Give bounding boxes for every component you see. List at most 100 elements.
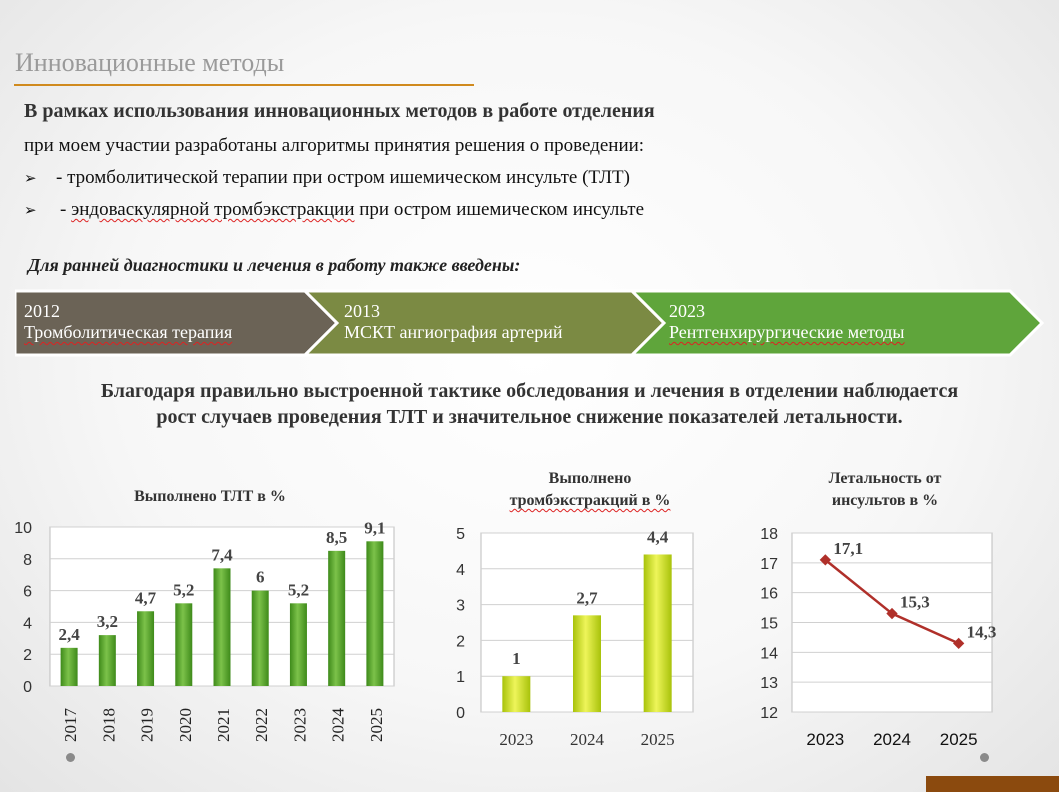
timeline-label: Рентгенхирургические методы (669, 322, 905, 342)
timeline-arrow-3 (628, 289, 1045, 357)
chart3-value-label: 17,1 (833, 539, 863, 558)
chart1-x-tick-label: 2022 (252, 708, 271, 742)
chart1-x-tick-label: 2020 (176, 708, 195, 742)
bullet-tlt: ➢ - тромболитической терапии при остром и… (24, 167, 630, 189)
chart1-value-label: 6 (256, 568, 265, 587)
chart3-title-line1: Летальность от (828, 470, 942, 487)
chart2-bar (573, 615, 601, 712)
chart1-bar (213, 568, 231, 686)
chart2-y-tick-label: 0 (456, 705, 465, 722)
chart3-title-line2: инсультов в % (831, 492, 939, 509)
chart2-x-tick-label: 2024 (570, 730, 605, 749)
chart1-x-tick-label: 2023 (290, 708, 309, 742)
chart2-bar (643, 554, 672, 712)
chart1-y-tick-label: 8 (23, 552, 32, 569)
chart1-marker-dot (66, 753, 75, 762)
chart2-value-label: 1 (512, 649, 521, 668)
chart3-point (819, 554, 831, 566)
summary-line-1: Благодаря правильно выстроенной тактике … (100, 380, 959, 402)
bullet-thrombectomy: ➢ - эндоваскулярной тромбэкстракции при о… (24, 199, 644, 221)
chart2-y-tick-label: 1 (456, 669, 465, 686)
chart1-y-tick-label: 6 (23, 584, 32, 601)
timeline-label: МСКТ ангиография артерий (344, 322, 563, 342)
timeline-item-2: 2013 МСКТ ангиография артерий (344, 301, 562, 343)
chart1-value-label: 4,7 (135, 588, 157, 607)
chart2-title: Выполнено тромбэкстракций в % (440, 468, 740, 512)
chart2-bar (502, 676, 531, 712)
timeline-year: 2012 (24, 301, 60, 321)
chart3-y-tick-label: 17 (760, 556, 778, 573)
chart1-bar (175, 603, 193, 686)
chart2-x-tick-label: 2025 (641, 730, 675, 749)
chart1-x-tick-label: 2019 (138, 708, 157, 742)
chart3-y-tick-label: 12 (760, 705, 778, 722)
chart1-y-tick-label: 2 (23, 647, 32, 664)
bullet-prefix: - (60, 199, 72, 220)
chart3-x-tick-label: 2025 (940, 730, 978, 749)
bullet-arrow-icon: ➢ (24, 201, 37, 219)
chart3-marker-dot (980, 753, 989, 762)
chart1-x-tick-label: 2018 (99, 708, 118, 742)
footer-accent-bar (926, 776, 1059, 792)
timeline-item-3: 2023 Рентгенхирургические методы (669, 301, 905, 343)
chart2-value-label: 4,4 (647, 527, 669, 546)
timeline-arrows (15, 289, 1045, 357)
chart2-y-tick-label: 3 (456, 598, 465, 615)
chart1-value-label: 9,1 (364, 518, 385, 537)
chart1-value-label: 3,2 (97, 612, 118, 631)
timeline-label: Тромболитическая терапия (24, 322, 233, 342)
chart1-value-label: 7,4 (211, 545, 233, 564)
chart1-y-tick-label: 4 (23, 615, 32, 632)
chart3-x-tick-label: 2023 (806, 730, 844, 749)
chart1-bar (60, 647, 78, 686)
chart2-title-line2: тромбэкстракций в % (509, 492, 671, 509)
chart2-y-tick-label: 5 (456, 526, 465, 543)
chart3-point (953, 637, 965, 650)
chart1-bar (289, 603, 307, 686)
chart1-value-label: 5,2 (288, 580, 309, 599)
chart3-y-tick-label: 15 (760, 616, 778, 633)
chart1-x-tick-label: 2021 (214, 708, 233, 742)
chart1-bar (366, 541, 384, 686)
intro-normal-line: при моем участии разработаны алгоритмы п… (24, 135, 645, 156)
chart2-x-tick-label: 2023 (499, 730, 533, 749)
chart1-x-tick-label: 2025 (367, 708, 386, 742)
chart3-title: Летальность от инсультов в % (740, 468, 1030, 512)
subtitle: Для ранней диагностики и лечения в работ… (28, 255, 521, 275)
bullet-text: тромболитической терапии при остром ишем… (67, 167, 630, 188)
summary-line-2: рост случаев проведения ТЛТ и значительн… (156, 406, 903, 428)
chart3-value-label: 14,3 (967, 622, 997, 641)
chart2-value-label: 2,7 (576, 588, 598, 607)
chart3-y-tick-label: 16 (760, 586, 778, 603)
chart1-bar (251, 590, 269, 686)
chart3-y-tick-label: 14 (760, 645, 778, 662)
bullet-text-rest: при остром ишемическом инсульте (354, 199, 645, 220)
timeline-year: 2013 (344, 301, 380, 321)
chart1-value-label: 5,2 (173, 580, 194, 599)
timeline-year: 2023 (669, 301, 705, 321)
chart1-value-label: 2,4 (58, 625, 80, 644)
chart1-y-tick-label: 10 (14, 520, 32, 537)
intro-bold-line: В рамках использования инновационных мет… (24, 100, 655, 122)
chart1-bar (137, 611, 155, 686)
timeline-item-1: 2012 Тромболитическая терапия (24, 301, 232, 343)
chart1-x-tick-label: 2024 (329, 708, 348, 743)
chart2-y-tick-label: 2 (456, 633, 465, 650)
bullet-text-underlined: эндоваскулярной тромбэкстракции (71, 199, 355, 220)
chart1-x-tick-label: 2017 (61, 708, 80, 743)
chart1-value-label: 8,5 (326, 528, 347, 547)
chart1-bar (98, 635, 116, 686)
summary-text: Благодаря правильно выстроенной тактике … (0, 378, 1059, 430)
chart2-y-tick-label: 4 (456, 562, 465, 579)
chart3-x-tick-label: 2024 (873, 730, 911, 749)
chart3-value-label: 15,3 (900, 593, 930, 612)
page-title: Инновационные методы (15, 48, 285, 77)
chart2-title-line1: Выполнено (548, 470, 632, 487)
bullet-arrow-icon: ➢ (24, 169, 37, 187)
chart1-bar (328, 550, 346, 686)
title-underline (14, 84, 474, 86)
chart1-y-tick-label: 0 (23, 679, 32, 696)
chart1-title: Выполнено ТЛТ в % (134, 488, 286, 505)
chart3-point (886, 607, 898, 620)
